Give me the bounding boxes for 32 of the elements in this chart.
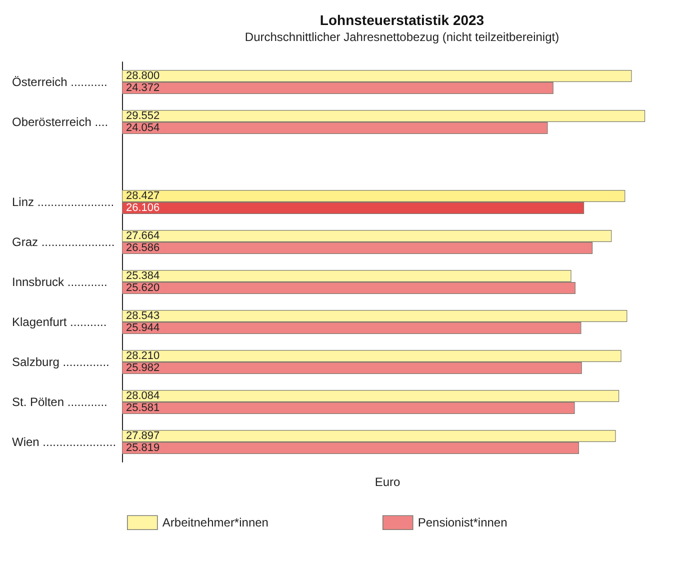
chart-title: Lohnsteuerstatistik 2023: [320, 12, 484, 28]
legend-label: Pensionist*innen: [418, 516, 508, 530]
x-axis-title: Euro: [374, 475, 400, 489]
data-label: 28.084: [126, 390, 160, 402]
y-tick-label: Oberösterreich ....: [12, 115, 108, 129]
data-label: 27.664: [126, 230, 160, 242]
y-tick-label: St. Pölten ............: [12, 395, 108, 409]
data-label: 27.897: [126, 430, 160, 442]
data-label: 26.106: [126, 202, 160, 214]
y-tick-label: Linz .......................: [12, 195, 114, 209]
y-tick-label: Salzburg ..............: [12, 355, 110, 369]
data-label: 25.620: [126, 282, 160, 294]
y-tick-label: Klagenfurt ...........: [12, 315, 107, 329]
data-label: 28.427: [126, 190, 160, 202]
data-label: 25.384: [126, 270, 160, 282]
chart-subtitle: Durchschnittlicher Jahresnettobezug (nicht teilzeitbereinigt): [244, 30, 560, 44]
y-tick-label: Österreich ...........: [12, 75, 108, 89]
data-label: 28.800: [126, 70, 160, 82]
data-label: 25.819: [126, 442, 160, 454]
data-label: 24.054: [126, 122, 160, 134]
data-label: 25.944: [126, 322, 160, 334]
data-label: 26.586: [126, 242, 160, 254]
data-label: 25.982: [126, 362, 160, 374]
data-label: 28.210: [126, 350, 160, 362]
data-label: 28.543: [126, 310, 160, 322]
data-label: 29.552: [126, 110, 160, 122]
data-label: 25.581: [126, 402, 160, 414]
legend-label: Arbeitnehmer*innen: [162, 516, 268, 530]
y-tick-label: Innsbruck ............: [12, 275, 108, 289]
y-tick-label: Graz ......................: [12, 235, 115, 249]
data-label: 24.372: [126, 82, 160, 94]
y-tick-label: Wien ......................: [12, 435, 116, 449]
